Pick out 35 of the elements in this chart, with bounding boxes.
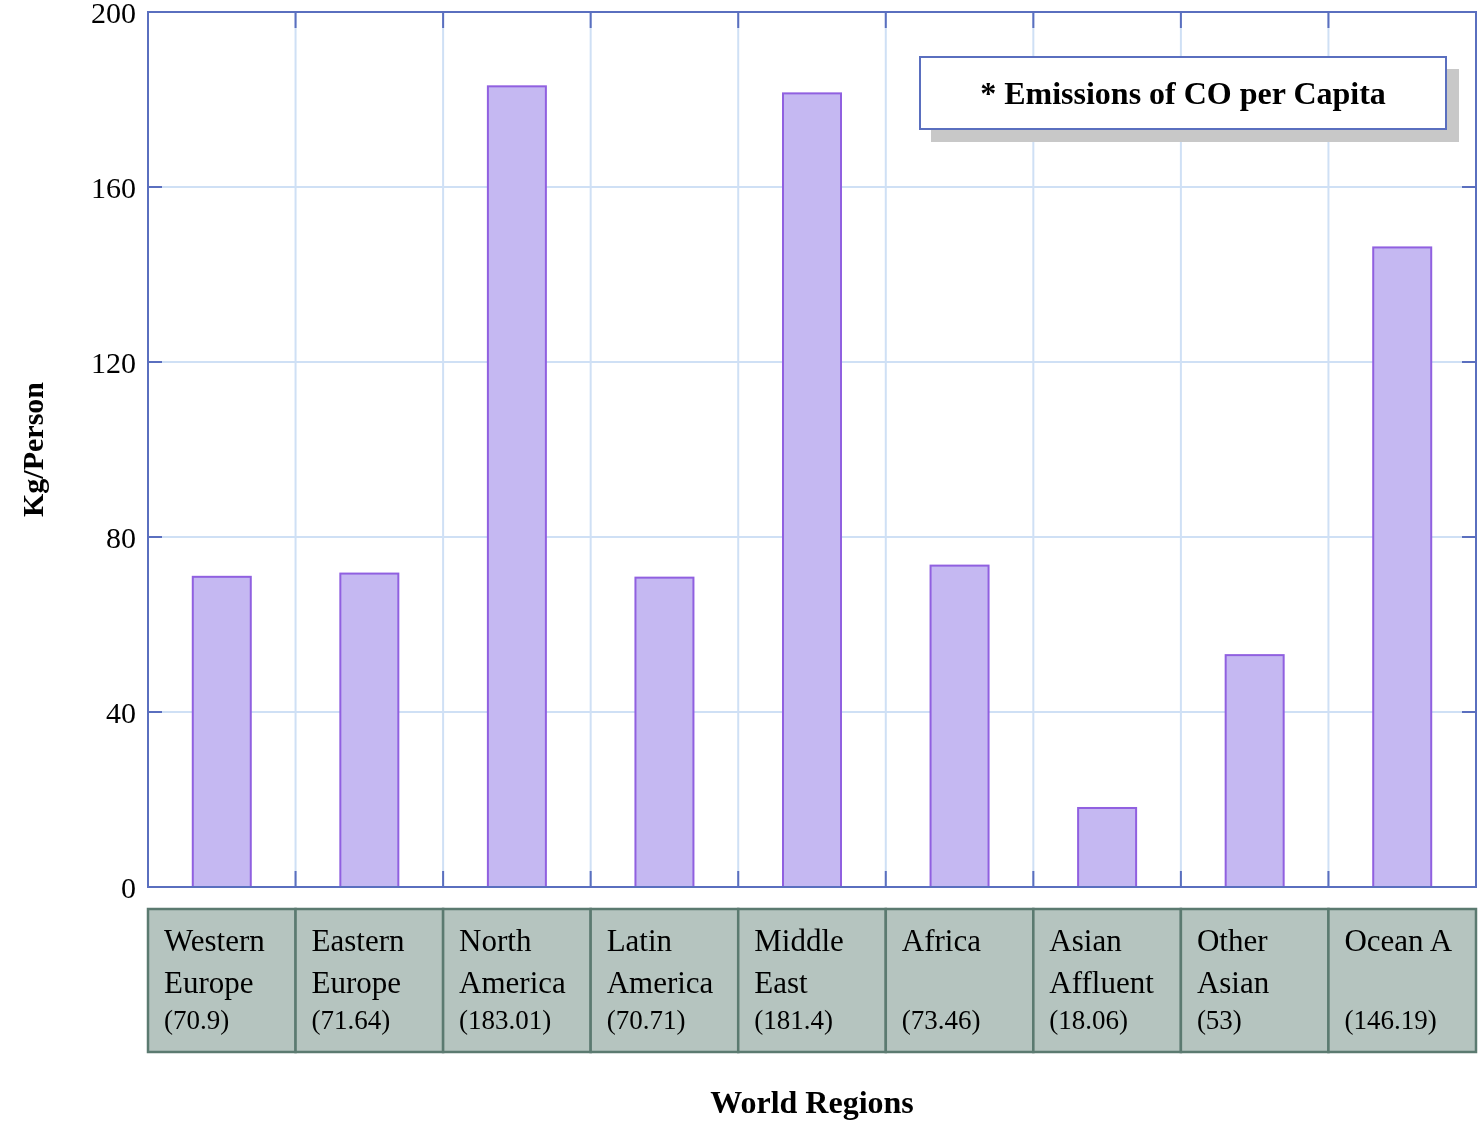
data-label: (146.19) (1344, 1005, 1437, 1035)
bar (486, 85, 547, 888)
y-axis-title: Kg/Person (16, 381, 49, 517)
bar (929, 564, 990, 888)
x-tick-label: Latin America (606, 923, 714, 1000)
x-tick-label: Africa (901, 923, 982, 958)
data-label: (73.46) (901, 1005, 981, 1035)
x-tick-label: Western Europe (164, 923, 266, 1000)
data-label: (53) (1196, 1005, 1242, 1035)
x-tick-label: Eastern Europe (311, 923, 406, 1000)
x-tick-label: Middle East (754, 923, 844, 1000)
data-label: (70.9) (164, 1005, 230, 1035)
bar (1077, 806, 1138, 888)
data-label: (70.71) (606, 1005, 686, 1035)
x-tick-label: Ocean A (1344, 923, 1453, 958)
y-tick-label: 80 (106, 520, 136, 554)
bar (1224, 654, 1285, 888)
y-tick-label: 200 (91, 0, 136, 29)
y-tick-label: 0 (121, 870, 136, 904)
bar (782, 92, 842, 888)
bar (191, 575, 252, 888)
y-tick-label: 160 (91, 170, 136, 204)
x-tick-label: North America (459, 923, 567, 1000)
y-tick-label: 120 (91, 345, 136, 379)
bar (339, 572, 400, 888)
data-label: (181.4) (754, 1005, 833, 1035)
x-axis-title: World Regions (710, 1084, 914, 1120)
bar (1372, 246, 1433, 888)
data-label: (183.01) (459, 1005, 552, 1035)
data-label: (18.06) (1049, 1005, 1129, 1035)
data-label: (71.64) (311, 1005, 391, 1035)
bar (634, 576, 695, 888)
x-tick-label: Asian Affluent (1049, 923, 1155, 1000)
x-tick-label: Other Asian (1196, 923, 1270, 1000)
y-tick-label: 40 (106, 695, 136, 729)
